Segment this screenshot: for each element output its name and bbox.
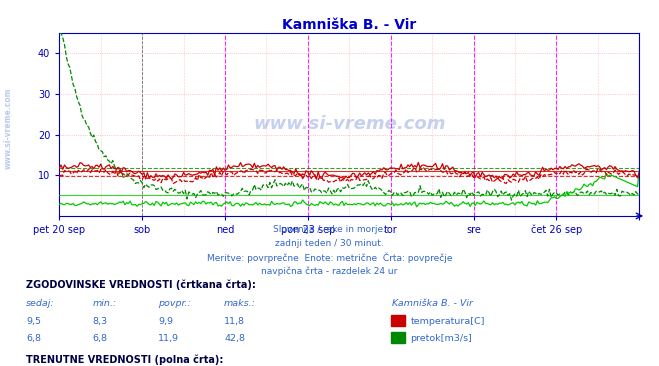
Text: navpična črta - razdelek 24 ur: navpična črta - razdelek 24 ur (262, 267, 397, 276)
Text: 11,8: 11,8 (224, 317, 245, 326)
Text: 8,3: 8,3 (92, 317, 107, 326)
Text: www.si-vreme.com: www.si-vreme.com (3, 87, 13, 169)
Text: pretok[m3/s]: pretok[m3/s] (411, 334, 473, 343)
Text: zadnji teden / 30 minut.: zadnji teden / 30 minut. (275, 239, 384, 248)
Text: Slovenija / reke in morje.: Slovenija / reke in morje. (273, 225, 386, 234)
Text: povpr.:: povpr.: (158, 299, 191, 308)
Text: temperatura[C]: temperatura[C] (411, 317, 485, 326)
Text: 6,8: 6,8 (26, 334, 42, 343)
Text: maks.:: maks.: (224, 299, 256, 308)
Text: TRENUTNE VREDNOSTI (polna črta):: TRENUTNE VREDNOSTI (polna črta): (26, 354, 224, 365)
Text: Meritve: povrprečne  Enote: metrične  Črta: povprečje: Meritve: povrprečne Enote: metrične Črta… (207, 253, 452, 264)
Text: Kamniška B. - Vir: Kamniška B. - Vir (392, 299, 473, 308)
Text: 9,5: 9,5 (26, 317, 42, 326)
Text: 42,8: 42,8 (224, 334, 245, 343)
Text: 9,9: 9,9 (158, 317, 173, 326)
Text: min.:: min.: (92, 299, 117, 308)
Text: 11,9: 11,9 (158, 334, 179, 343)
Text: 6,8: 6,8 (92, 334, 107, 343)
Text: www.si-vreme.com: www.si-vreme.com (253, 115, 445, 134)
Title: Kamniška B. - Vir: Kamniška B. - Vir (282, 18, 416, 32)
Text: sedaj:: sedaj: (26, 299, 55, 308)
Text: ZGODOVINSKE VREDNOSTI (črtkana črta):: ZGODOVINSKE VREDNOSTI (črtkana črta): (26, 280, 256, 291)
